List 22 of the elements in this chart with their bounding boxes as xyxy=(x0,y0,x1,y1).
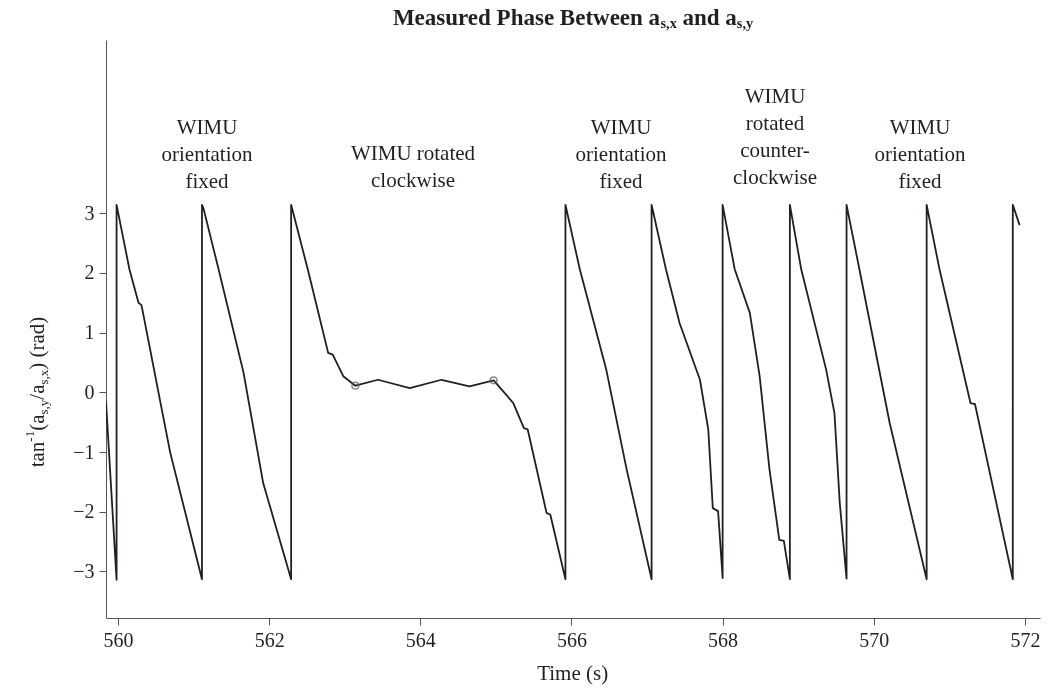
y-tick-label: −2 xyxy=(73,500,95,523)
y-tick-label: −3 xyxy=(73,559,95,582)
annotation: WIMU orientation fixed xyxy=(874,115,966,193)
x-tick-label: 572 xyxy=(1010,628,1041,651)
y-tick-label: 1 xyxy=(84,321,95,344)
x-tick-label: 564 xyxy=(405,628,436,651)
x-tick-label: 568 xyxy=(708,628,739,651)
y-tick-label: 0 xyxy=(84,380,95,403)
y-tick-label: −1 xyxy=(73,440,95,463)
y-tick-label: 2 xyxy=(84,261,95,284)
annotation: WIMU rotated counter- clockwise xyxy=(733,83,817,189)
x-tick-label: 566 xyxy=(556,628,587,651)
annotation: WIMU orientation fixed xyxy=(575,115,667,193)
annotation: WIMU rotated clockwise xyxy=(350,140,476,192)
x-tick-label: 560 xyxy=(103,628,134,651)
line-series xyxy=(106,203,1021,581)
x-tick-label: 562 xyxy=(254,628,285,651)
annotation: WIMU orientation fixed xyxy=(161,115,253,193)
x-axis-title: Time (s) xyxy=(537,661,609,685)
x-tick-label: 570 xyxy=(859,628,890,651)
y-axis-title: tan-1(as,y/as,x) (rad) xyxy=(22,316,51,468)
y-tick-label: 3 xyxy=(84,201,95,224)
